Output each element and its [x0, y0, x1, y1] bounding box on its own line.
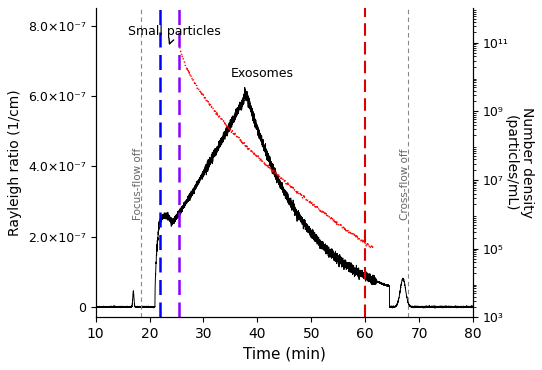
Text: Small particles: Small particles [128, 25, 221, 44]
X-axis label: Time (min): Time (min) [243, 347, 326, 361]
Text: Exosomes: Exosomes [230, 67, 293, 80]
Text: Cross-flow off: Cross-flow off [400, 148, 410, 220]
Y-axis label: Rayleigh ratio (1/cm): Rayleigh ratio (1/cm) [8, 90, 22, 236]
Y-axis label: Number density
(particles/mL): Number density (particles/mL) [504, 107, 534, 218]
Text: Focus-flow off: Focus-flow off [133, 148, 143, 220]
